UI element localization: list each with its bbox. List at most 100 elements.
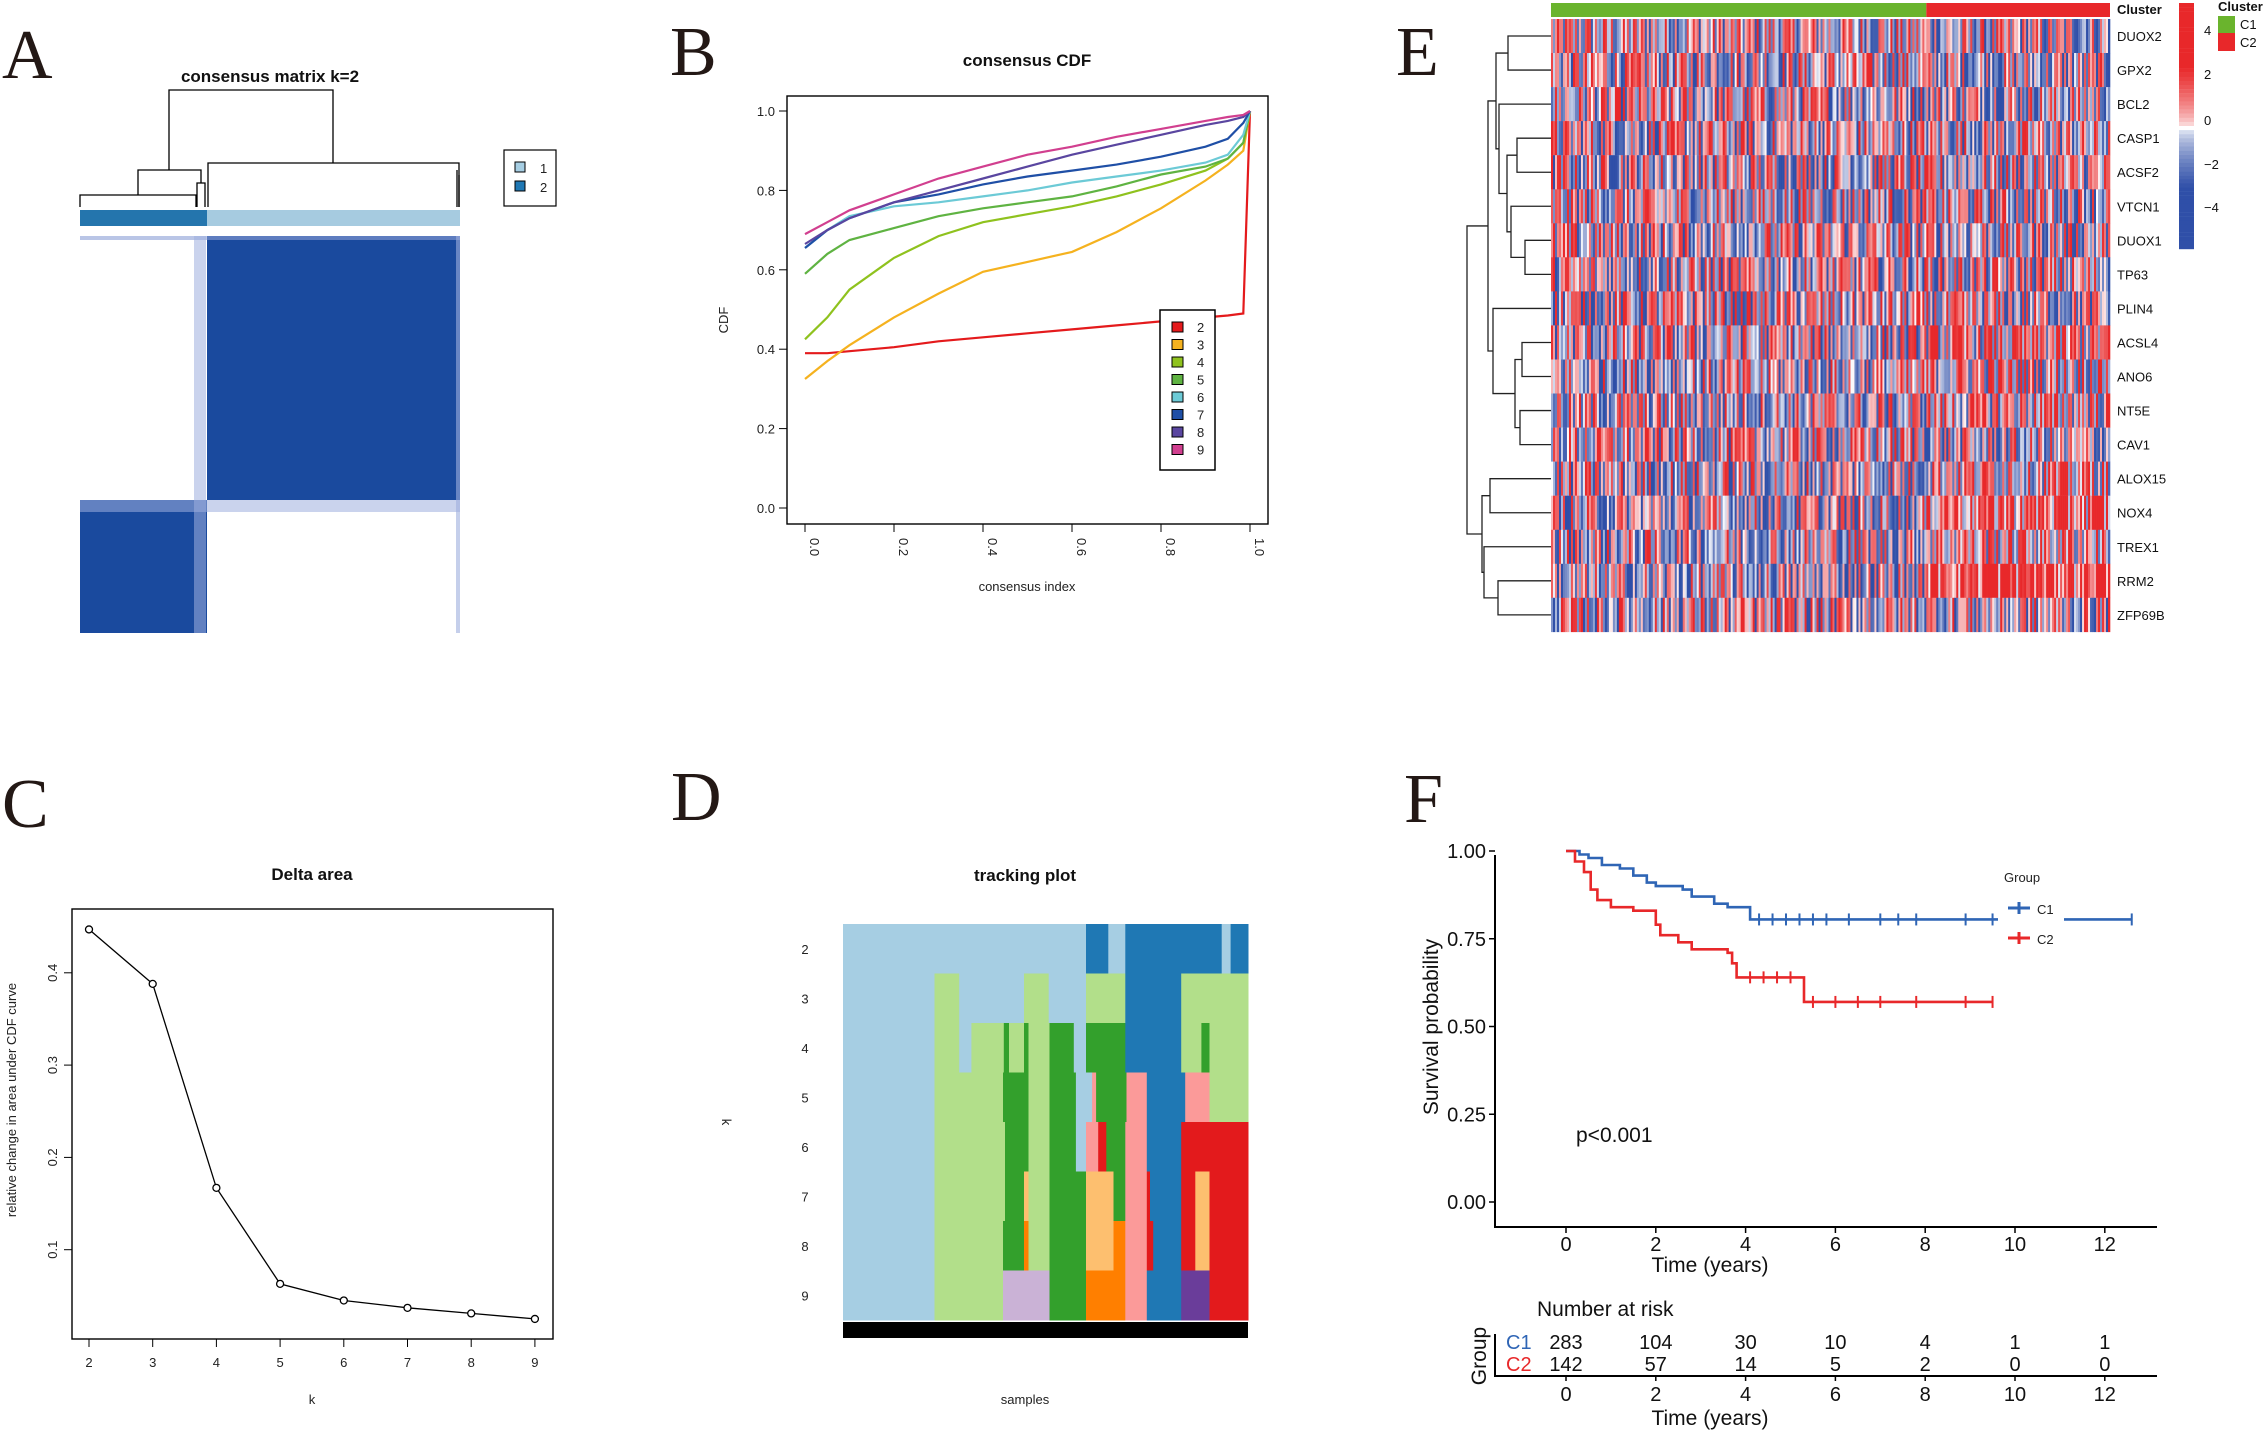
- heatmap-cell: [1650, 563, 1654, 599]
- cdf-xtick-label: 1.0: [1252, 538, 1267, 556]
- heatmap-cell: [1738, 359, 1741, 394]
- tracking-segment: [843, 1023, 935, 1073]
- heatmap-cell: [1908, 19, 1911, 54]
- heatmap-cell: [2082, 291, 2085, 326]
- heatmap-cell: [1932, 87, 1935, 122]
- heatmap-cell: [2106, 223, 2109, 258]
- heatmap-cell: [1886, 189, 1889, 224]
- heatmap-cell: [1886, 427, 1889, 462]
- heatmap-cell: [2096, 529, 2099, 565]
- heatmap-cell: [2036, 563, 2039, 599]
- heatmap-cell: [1950, 461, 1953, 496]
- heatmap-cell: [1970, 393, 1973, 428]
- heatmap-cell: [1620, 495, 1624, 530]
- heatmap-cell: [1792, 121, 1795, 156]
- heatmap-cell: [2058, 53, 2061, 88]
- heatmap-cell: [2108, 393, 2111, 428]
- heatmap-cell: [1810, 189, 1813, 224]
- heatmap-cell: [1644, 393, 1648, 428]
- heatmap-cell: [1864, 393, 1867, 428]
- heatmap-cell: [1764, 427, 1767, 462]
- heatmap-cell: [2022, 461, 2025, 496]
- heatmap-cell: [1602, 563, 1606, 599]
- heatmap-cell: [1866, 325, 1869, 360]
- heatmap-cell: [1840, 359, 1843, 394]
- heatmap-cell: [1688, 529, 1692, 565]
- heatmap-cell: [2024, 291, 2027, 326]
- heatmap-cell: [1710, 87, 1714, 122]
- heatmap-cell: [1982, 495, 1985, 530]
- heatmap-cell: [1574, 155, 1578, 190]
- heatmap-cell: [1892, 223, 1895, 258]
- heatmap-cell: [1818, 53, 1821, 88]
- heatmap-cell: [1924, 393, 1927, 428]
- heatmap-cell: [2108, 87, 2111, 122]
- heatmap-cell: [1712, 291, 1716, 326]
- heatmap-cell: [1936, 359, 1939, 394]
- heatmap-cell: [1560, 359, 1564, 394]
- heatmap-cell: [2032, 325, 2035, 360]
- heatmap-cell: [1906, 427, 1909, 462]
- heatmap-cell: [2108, 189, 2111, 224]
- heatmap-cell: [1984, 223, 1987, 258]
- heatmap-cell: [1928, 19, 1931, 54]
- heatmap-cell: [2100, 223, 2103, 258]
- tracking-segment: [1230, 924, 1249, 974]
- heatmap-cell: [1768, 325, 1771, 360]
- heatmap-cell: [1894, 121, 1897, 156]
- heatmap-cell: [1934, 223, 1937, 258]
- heatmap-cell: [1562, 563, 1566, 599]
- heatmap-cell: [1876, 393, 1879, 428]
- heatmap-cell: [1551, 19, 1554, 54]
- heatmap-cell: [2092, 223, 2095, 258]
- heatmap-cell: [1602, 393, 1606, 428]
- heatmap-cell: [1646, 223, 1650, 258]
- heatmap-cell: [1828, 393, 1831, 428]
- heatmap-cell: [1978, 19, 1981, 54]
- heatmap-cell: [1676, 155, 1680, 190]
- heatmap-cell: [1802, 155, 1805, 190]
- heatmap-cell: [1664, 53, 1668, 88]
- heatmap-cell: [2024, 121, 2027, 156]
- heatmap-cell: [1594, 393, 1598, 428]
- heatmap-cell: [2094, 189, 2097, 224]
- heatmap-cell: [2016, 87, 2019, 122]
- heatmap-cell: [1712, 155, 1716, 190]
- heatmap-cell: [1832, 53, 1835, 88]
- heatmap-cell: [2092, 189, 2095, 224]
- heatmap-cell: [1553, 393, 1556, 428]
- heatmap-cell: [2074, 19, 2077, 54]
- heatmap-cell: [1766, 291, 1769, 326]
- heatmap-cell: [1732, 325, 1735, 360]
- heatmap-cell: [1858, 223, 1861, 258]
- heatmap-cell: [1600, 291, 1604, 326]
- heatmap-cell: [2104, 189, 2107, 224]
- heatmap-cell: [1996, 257, 1999, 292]
- heatmap-cell: [1614, 257, 1618, 292]
- heatmap-cell: [1692, 393, 1696, 428]
- heatmap-cell: [2098, 461, 2101, 496]
- heatmap-cell: [1880, 529, 1883, 565]
- heatmap-cell: [1551, 121, 1554, 156]
- heatmap-cell: [1740, 19, 1743, 54]
- heatmap-cell: [1638, 529, 1642, 565]
- heatmap-cell: [1832, 87, 1835, 122]
- heatmap-cell: [1738, 393, 1741, 428]
- heatmap-cell: [1982, 393, 1985, 428]
- heatmap-cell: [1940, 121, 1943, 156]
- heatmap-cell: [1772, 427, 1775, 462]
- heatmap-cell: [1806, 189, 1809, 224]
- heatmap-cell: [1554, 325, 1558, 360]
- heatmap-cell: [1890, 53, 1893, 88]
- heatmap-cell: [1810, 427, 1813, 462]
- heatmap-cell: [1950, 291, 1953, 326]
- cdf-ytick-label: 0.0: [757, 501, 775, 516]
- heatmap-cell: [2106, 427, 2109, 462]
- heatmap-cell: [2004, 393, 2007, 428]
- heatmap-cell: [2020, 19, 2023, 54]
- heatmap-cell: [1654, 87, 1658, 122]
- heatmap-cell: [1870, 495, 1873, 530]
- heatmap-cell: [1656, 325, 1660, 360]
- heatmap-cell: [1946, 461, 1949, 496]
- heatmap-cell: [1920, 563, 1923, 599]
